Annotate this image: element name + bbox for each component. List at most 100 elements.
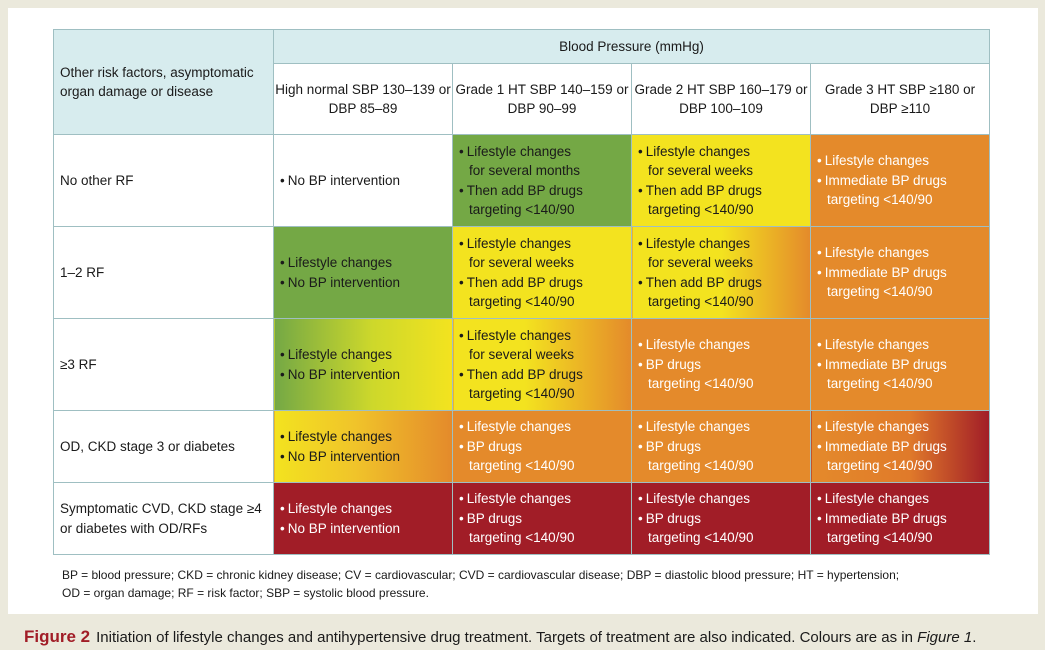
cell-text: Then add BP drugs: [466, 274, 583, 290]
cell-text: Lifestyle changes: [287, 255, 393, 270]
risk-header-line: or disease: [150, 84, 214, 99]
cell-text: Immediate BP drugs: [824, 356, 947, 372]
cell: • Lifestyle changes for several weeks • Then…: [631, 226, 811, 319]
cell-text: targeting <140/90: [827, 530, 933, 546]
cell-line: • BP drugs: [638, 355, 810, 375]
row-label-line: CKD stage ≥4 or: [60, 501, 262, 536]
abbreviations-note: BP = blood pressure; CKD = chronic kidne…: [62, 566, 899, 602]
column-name: Grade 2 HT: [634, 81, 705, 97]
cell-line: targeting <140/90: [638, 528, 810, 548]
cell-line: targeting <140/90: [459, 292, 631, 312]
bullet-icon: •: [638, 438, 643, 454]
cell-text: targeting <140/90: [469, 294, 575, 309]
cell-line: • Lifestyle changes: [459, 489, 631, 509]
cell-text: Lifestyle changes: [645, 419, 751, 435]
cell-text: targeting <140/90: [648, 530, 754, 546]
bullet-icon: •: [817, 356, 822, 372]
cell-line: • Then add BP drugs: [638, 273, 810, 293]
bullet-icon: •: [280, 501, 285, 516]
cell-text: Immediate BP drugs: [824, 510, 947, 526]
cell: • Lifestyle changes for several weeks • Then…: [452, 318, 632, 411]
cell-line: for several weeks: [638, 161, 810, 181]
cell-line: • Lifestyle changes: [638, 489, 810, 509]
cell-text: Then add BP drugs: [466, 366, 583, 382]
cell-text: No BP intervention: [287, 274, 401, 290]
column-header-high-normal: High normal SBP 130–139 or DBP 85–89: [273, 63, 453, 135]
cell-line: • BP drugs: [638, 437, 810, 457]
cell-text: Immediate BP drugs: [824, 172, 947, 188]
caption-figure-ref: Figure 1: [917, 629, 973, 646]
cell-text: Lifestyle changes: [287, 501, 393, 516]
cell-text: Lifestyle changes: [466, 327, 572, 343]
bullet-icon: •: [280, 347, 285, 362]
column-dbp: or DBP ≥110: [869, 81, 976, 117]
bullet-icon: •: [459, 491, 464, 507]
cell-line: targeting <140/90: [638, 374, 810, 394]
cell-line: targeting <140/90: [459, 384, 631, 404]
figure-label: Figure 2: [24, 627, 91, 646]
cell: • Lifestyle changes • No BP intervention: [273, 318, 453, 411]
cell-line: • Lifestyle changes: [280, 499, 452, 519]
cell-line: • Immediate BP drugs: [817, 509, 989, 529]
bullet-icon: •: [638, 491, 643, 507]
bullet-icon: •: [817, 153, 822, 169]
row-label-line: No other RF: [60, 172, 134, 188]
cell-text: for several weeks: [469, 347, 575, 362]
column-sbp: SBP 130–139: [351, 81, 435, 97]
column-dbp: or DBP 85–89: [328, 81, 451, 117]
cell-line: • Lifestyle changes: [817, 243, 989, 263]
cell-line: • No BP intervention: [280, 365, 452, 385]
caption-text: Initiation of lifestyle changes and anti…: [96, 629, 913, 646]
cell: • Lifestyle changes for several weeks • Then…: [452, 226, 632, 319]
row-label-symptomatic-cvd: Symptomatic CVD, CKD stage ≥4 or diabete…: [53, 482, 274, 555]
cell-line: targeting <140/90: [817, 456, 989, 476]
bullet-icon: •: [638, 356, 643, 372]
cell-line: • Immediate BP drugs: [817, 437, 989, 457]
cell-text: Lifestyle changes: [645, 337, 751, 353]
cell: • Lifestyle changes • BP drugs targeting <14…: [631, 482, 811, 555]
cell-line: • Lifestyle changes: [817, 335, 989, 355]
bullet-icon: •: [817, 510, 822, 526]
bullet-icon: •: [459, 327, 464, 343]
column-dbp: or DBP 100–109: [679, 81, 808, 117]
cell-line: targeting <140/90: [817, 190, 989, 210]
cell-text: BP drugs: [645, 510, 702, 526]
cell-text: BP drugs: [466, 510, 523, 526]
cell-line: • Lifestyle changes: [280, 427, 452, 447]
bullet-icon: •: [280, 520, 285, 536]
bullet-icon: •: [280, 274, 285, 290]
column-header-grade-3: Grade 3 HT SBP ≥180 or DBP ≥110: [810, 63, 990, 135]
row-label-no-other-rf: No other RF: [53, 134, 274, 227]
cell-line: targeting <140/90: [459, 456, 631, 476]
column-sbp: SBP 160–179: [708, 81, 792, 97]
column-header-grade-2: Grade 2 HT SBP 160–179 or DBP 100–109: [631, 63, 811, 135]
row-label-line: 1–2 RF: [60, 264, 105, 280]
cell-text: targeting <140/90: [469, 530, 575, 546]
cell-text: for several weeks: [469, 255, 575, 270]
cell-text: targeting <140/90: [827, 192, 933, 208]
row-label-1-2-rf: 1–2 RF: [53, 226, 274, 319]
cell: • Lifestyle changes • Immediate BP drugs tar…: [810, 318, 990, 411]
cell-line: • No BP intervention: [280, 519, 452, 539]
bullet-icon: •: [817, 438, 822, 454]
cell-text: No BP intervention: [287, 366, 401, 382]
cell-text: Lifestyle changes: [466, 419, 572, 435]
cell-line: • Then add BP drugs: [459, 181, 631, 201]
bullet-icon: •: [459, 438, 464, 454]
cell-line: • Lifestyle changes: [459, 417, 631, 437]
cell: • Lifestyle changes • Immediate BP drugs tar…: [810, 410, 990, 483]
cell-text: Lifestyle changes: [466, 143, 572, 159]
bullet-icon: •: [459, 182, 464, 198]
cell-line: • Lifestyle changes: [280, 345, 452, 365]
cell-line: for several months: [459, 161, 631, 181]
cell-line: • Immediate BP drugs: [817, 171, 989, 191]
bullet-icon: •: [638, 143, 643, 159]
cell: • Lifestyle changes • BP drugs targeting <14…: [452, 482, 632, 555]
cell-text: targeting <140/90: [648, 376, 754, 392]
treatment-table: Other risk factors, asymptomatic organ d…: [53, 29, 990, 555]
column-dbp: or DBP 90–99: [507, 81, 629, 117]
cell-text: BP drugs: [645, 438, 702, 454]
cell-line: • Lifestyle changes: [817, 151, 989, 171]
row-label-line: Symptomatic CVD,: [60, 501, 175, 516]
